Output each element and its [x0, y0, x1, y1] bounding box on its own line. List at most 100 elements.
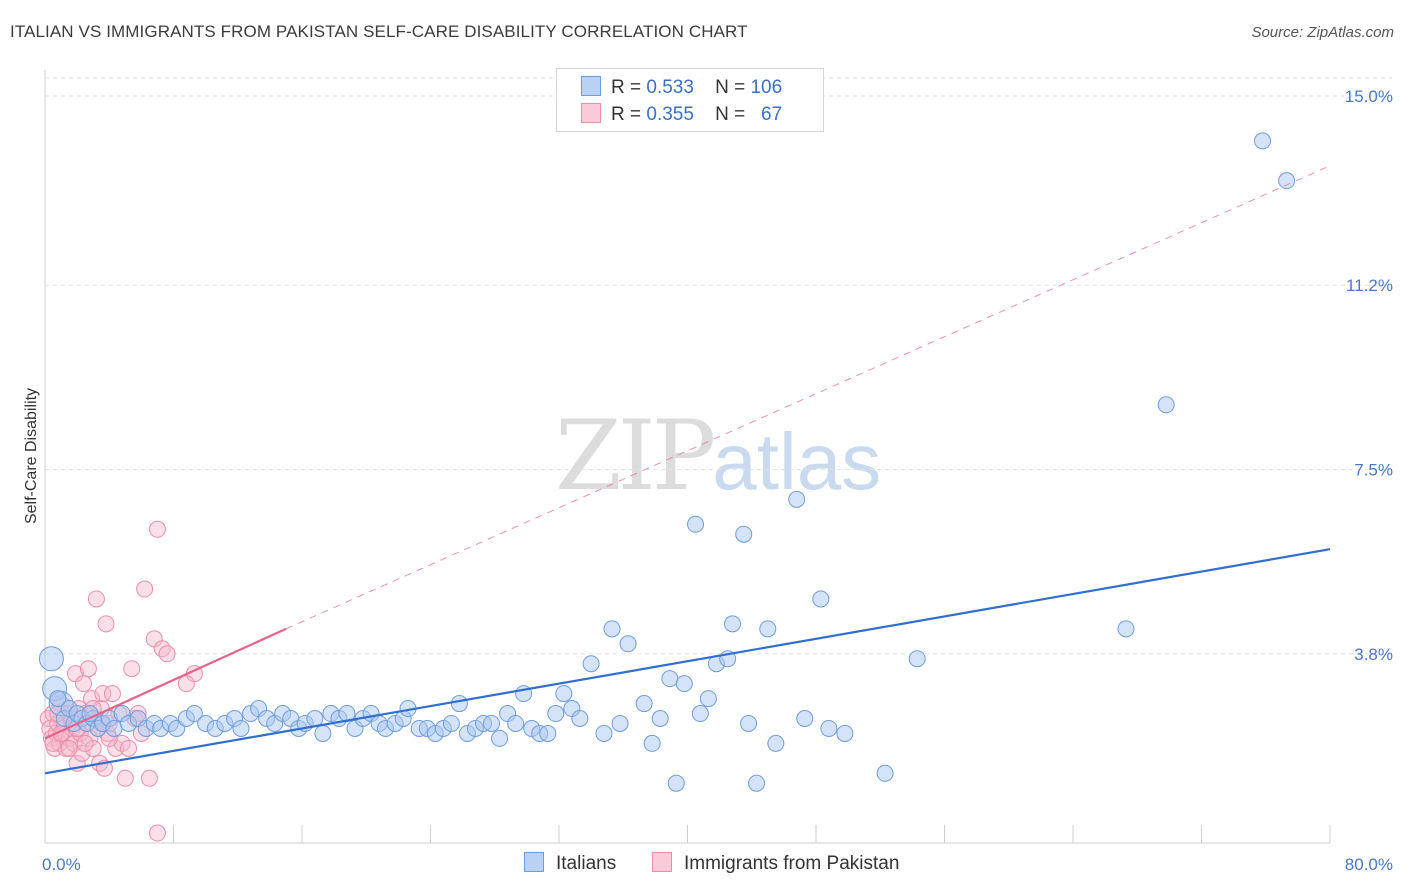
italians-point: [539, 724, 557, 742]
italians-point: [643, 734, 661, 752]
legend-r-value: 0.355: [646, 104, 694, 125]
italians-point: [49, 690, 67, 708]
pakistan-point: [120, 739, 138, 757]
pakistan-point: [136, 580, 154, 598]
legend-n-value: 67: [761, 104, 783, 125]
pakistan-point: [75, 675, 93, 693]
watermark-logo: ZIPatlas: [555, 400, 881, 512]
italians-point: [38, 646, 64, 672]
italians-trend-line: [44, 548, 1331, 775]
italians-point: [619, 635, 637, 653]
stats-legend: R = 0.533 N = 106 R = 0.355 N = 67: [556, 68, 824, 132]
italians-point: [635, 695, 653, 713]
italians-point: [735, 525, 753, 543]
legend-n-label: N =: [715, 104, 746, 125]
italians-point: [723, 615, 741, 633]
italians-point: [555, 685, 573, 703]
italians-point: [820, 719, 838, 737]
axis-labels: 3.8% 7.5% 11.2% 15.0% 0.0% 80.0% Self-Care Dis…: [23, 87, 1393, 874]
pakistan-point: [87, 590, 105, 608]
legend-r-label: R =: [611, 77, 642, 98]
italians-point: [547, 705, 565, 723]
italians-point: [661, 670, 679, 688]
italians-point: [571, 710, 589, 727]
italians-point: [603, 620, 621, 638]
x-tick-label: 0.0%: [42, 855, 81, 874]
italians-point: [483, 714, 501, 732]
pakistan-point: [116, 769, 134, 787]
series-italians-points: [38, 132, 1296, 792]
italians-point: [788, 490, 806, 508]
watermark-zip: ZIP: [555, 400, 716, 512]
pakistan-point: [76, 734, 94, 752]
legend-r-label: R =: [611, 104, 642, 125]
italians-point: [450, 695, 468, 713]
italians-point: [812, 590, 830, 608]
bottom-swatch-blue: [524, 852, 544, 872]
legend-r-value: 0.533: [646, 77, 694, 98]
italians-point: [491, 729, 509, 747]
pakistan-point: [140, 769, 158, 787]
italians-point: [687, 515, 705, 533]
italians-point: [582, 655, 600, 673]
pakistan-point: [148, 824, 166, 842]
legend-row-italians: R = 0.533 N = 106: [581, 76, 782, 100]
italians-point: [306, 710, 324, 727]
bottom-legend-italians: Italians: [524, 852, 616, 875]
italians-point: [759, 620, 777, 638]
italians-point: [1157, 396, 1175, 414]
legend-n-value: 106: [750, 77, 783, 98]
pakistan-trend-line: [44, 627, 287, 740]
italians-point: [691, 705, 709, 723]
italians-point: [595, 724, 613, 742]
pakistan-point: [84, 739, 102, 757]
trend-lines: [44, 165, 1331, 775]
italians-point: [185, 705, 203, 723]
y-tick-label: 7.5%: [1354, 461, 1393, 480]
pakistan-point: [60, 739, 78, 757]
bottom-legend-label: Italians: [556, 853, 617, 874]
italians-point: [105, 719, 123, 737]
legend-swatch-pink: [581, 103, 601, 123]
italians-point: [442, 714, 460, 732]
pakistan-point: [103, 685, 121, 703]
y-axis-title: Self-Care Disability: [23, 388, 40, 524]
pakistan-point: [79, 660, 97, 678]
y-tick-label: 3.8%: [1354, 645, 1393, 664]
legend-row-pakistan: R = 0.355 N = 67: [581, 103, 782, 127]
italians-point: [740, 714, 758, 732]
legend-n-label: N =: [715, 77, 746, 98]
italians-point: [748, 774, 766, 792]
italians-point: [1278, 172, 1296, 190]
pakistan-point: [94, 685, 112, 703]
pakistan-point: [73, 744, 91, 762]
italians-point: [651, 710, 669, 727]
bottom-swatch-pink: [652, 852, 672, 872]
x-tick-label: 80.0%: [1345, 855, 1393, 874]
italians-point: [232, 719, 250, 737]
italians-point: [1254, 132, 1272, 150]
italians-point: [611, 714, 629, 732]
italians-point: [876, 764, 894, 782]
italians-point: [836, 724, 854, 742]
italians-point: [767, 734, 785, 752]
italians-point: [667, 774, 685, 792]
pakistan-point: [97, 615, 115, 633]
italians-point: [699, 690, 717, 708]
italians-point: [908, 650, 926, 668]
pakistan-point: [177, 675, 195, 693]
y-tick-label: 15.0%: [1345, 87, 1393, 106]
italians-point: [675, 675, 693, 693]
grid-lines: [45, 77, 1392, 655]
italians-point: [796, 710, 814, 727]
legend-swatch-blue: [581, 76, 601, 96]
pakistan-trend-extension: [285, 165, 1331, 630]
source-label: Source: ZipAtlas.com: [1251, 24, 1394, 41]
pakistan-point: [153, 640, 171, 658]
italians-point: [1117, 620, 1135, 638]
bottom-legend-label: Immigrants from Pakistan: [684, 853, 900, 874]
pakistan-point: [158, 645, 176, 663]
italians-point: [314, 724, 332, 742]
pakistan-point: [148, 520, 166, 538]
